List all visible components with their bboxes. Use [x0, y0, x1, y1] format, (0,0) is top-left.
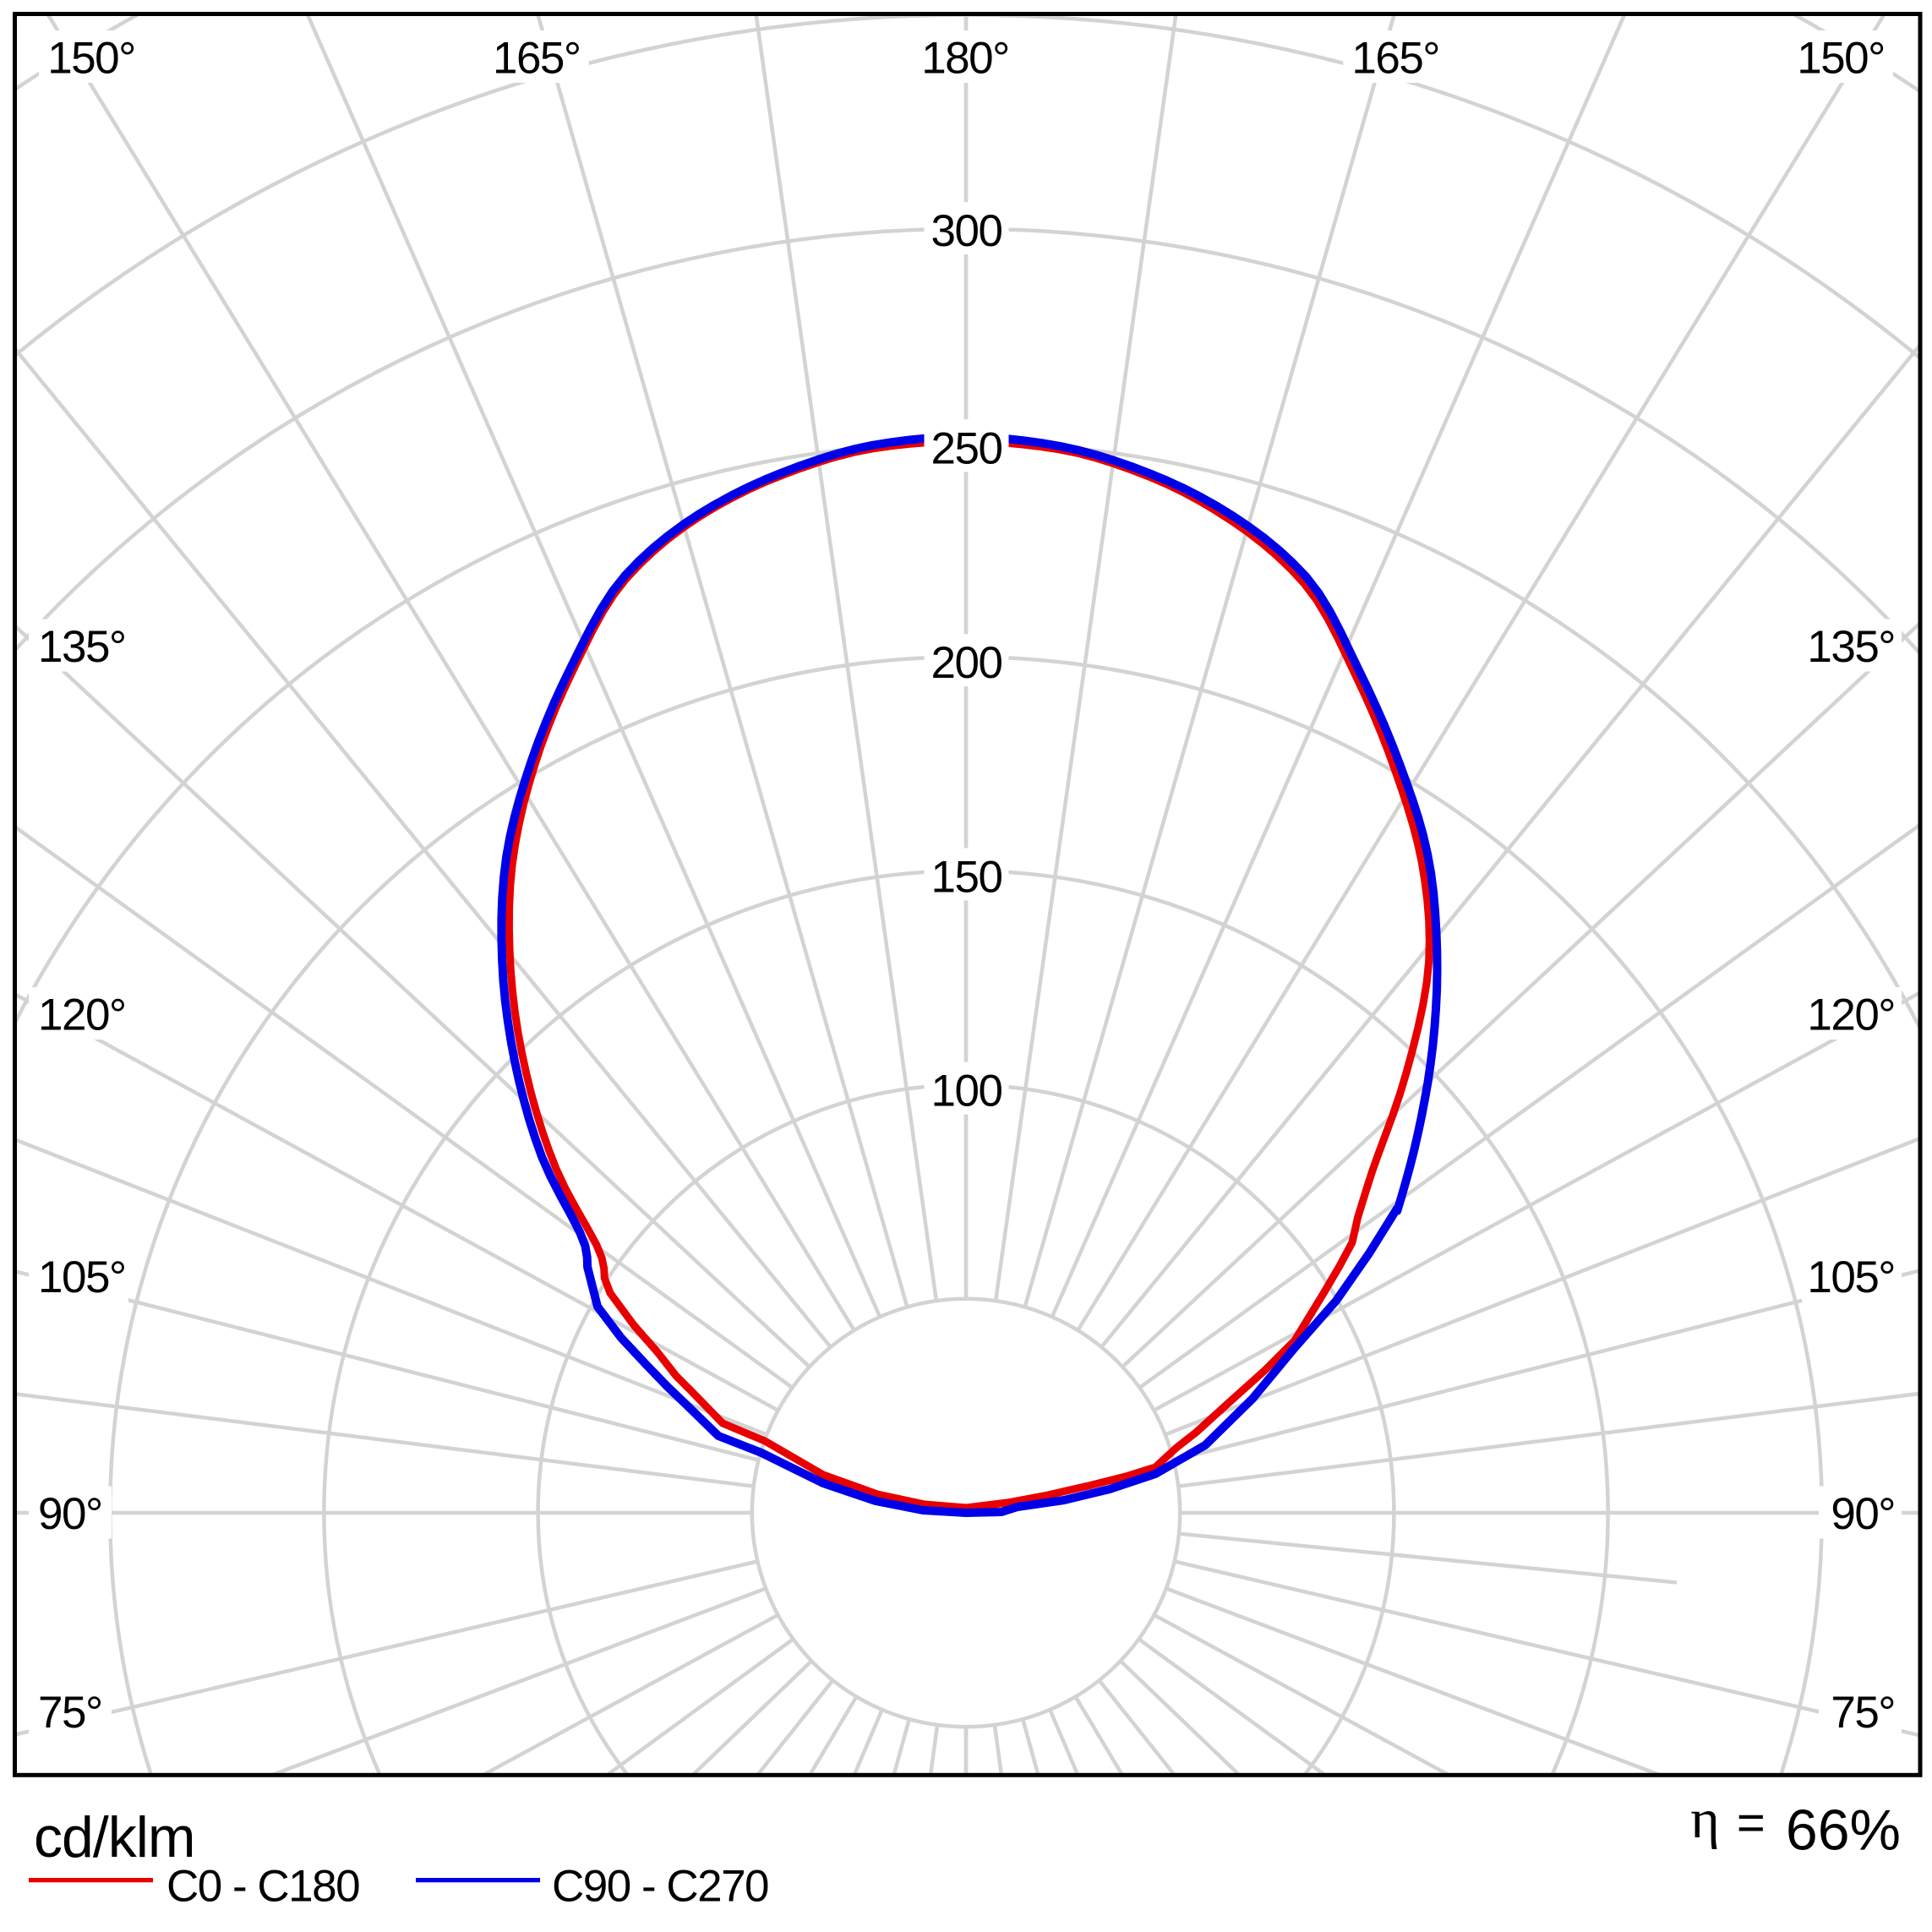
svg-text:165°: 165° [1351, 33, 1439, 83]
svg-text:180°: 180° [921, 33, 1009, 83]
svg-text:C90 - C270: C90 - C270 [552, 1861, 768, 1911]
svg-text:105°: 105° [1807, 1253, 1895, 1302]
svg-text:165°: 165° [493, 33, 581, 83]
svg-text:200: 200 [931, 638, 1002, 688]
svg-text:75°: 75° [38, 1688, 102, 1738]
svg-text:90°: 90° [38, 1489, 102, 1539]
svg-text:120°: 120° [1807, 990, 1895, 1040]
svg-text:300: 300 [931, 206, 1002, 256]
svg-text:C0 - C180: C0 - C180 [166, 1861, 359, 1911]
svg-text:250: 250 [931, 423, 1002, 473]
svg-text:120°: 120° [38, 990, 126, 1040]
svg-text:100: 100 [931, 1067, 1002, 1116]
svg-text:105°: 105° [38, 1253, 126, 1302]
svg-text:90°: 90° [1831, 1489, 1895, 1539]
svg-text:135°: 135° [1807, 622, 1895, 672]
svg-text:75°: 75° [1831, 1688, 1895, 1738]
svg-text:150: 150 [931, 852, 1002, 902]
svg-text:150°: 150° [47, 33, 135, 83]
svg-text:cd/klm: cd/klm [34, 1805, 194, 1869]
svg-text:135°: 135° [38, 622, 126, 672]
svg-text:150°: 150° [1797, 33, 1885, 83]
svg-text:η = 66%: η = 66% [1690, 1788, 1901, 1863]
